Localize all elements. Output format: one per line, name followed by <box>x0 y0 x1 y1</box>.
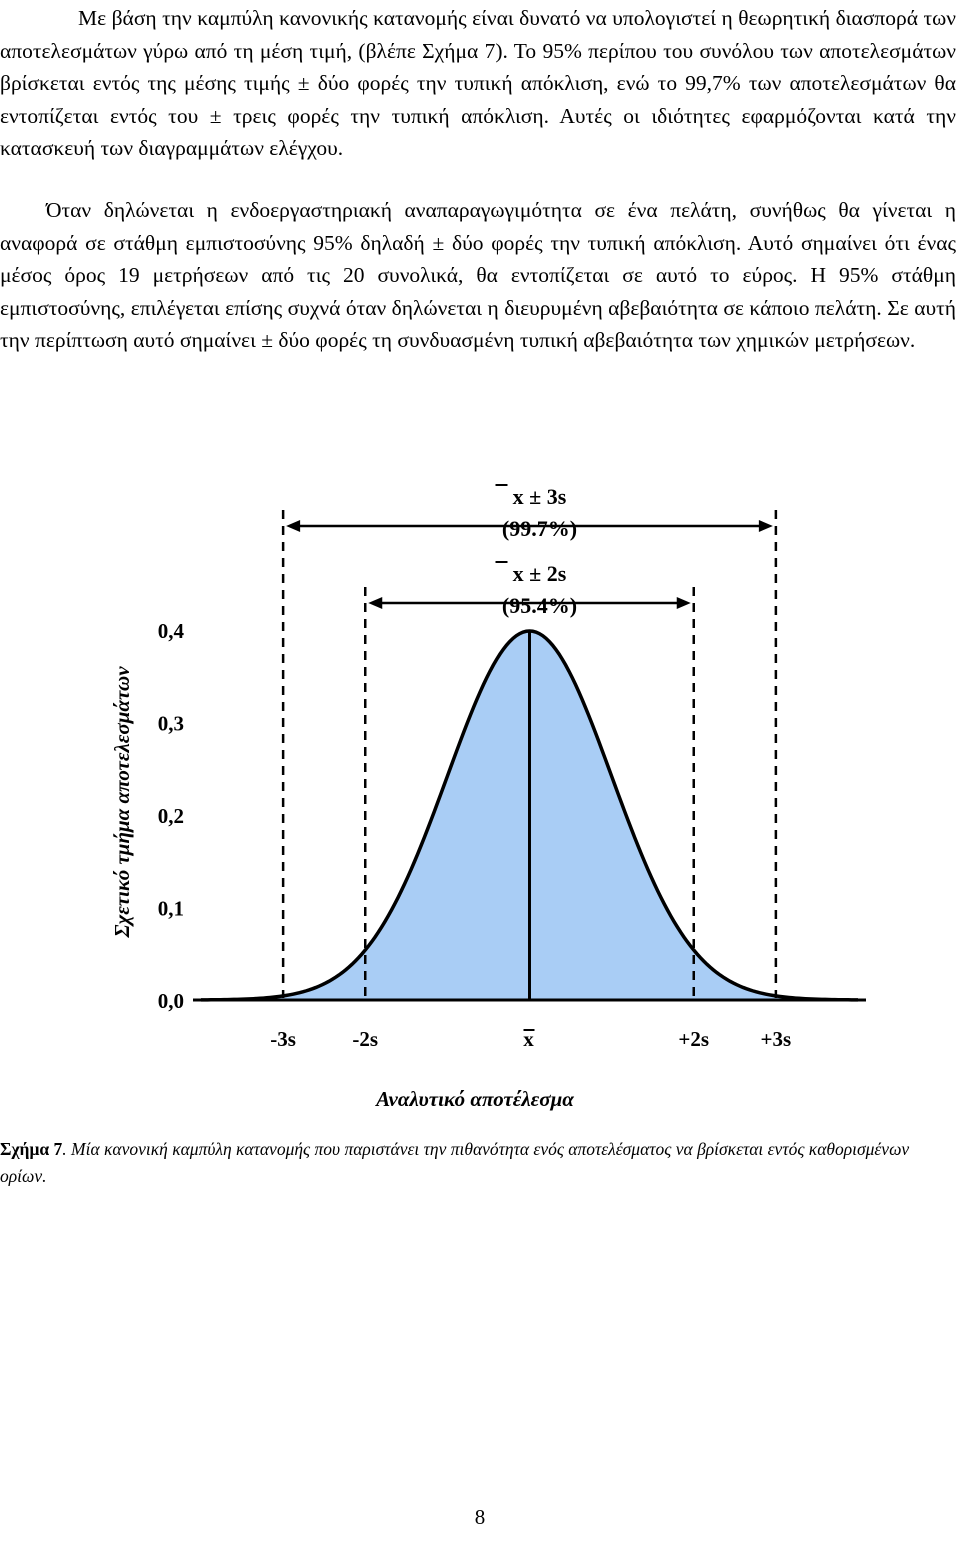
interval-percent: (95.4%) <box>502 593 577 618</box>
normal-distribution-chart: 0,0 0,1 0,2 0,3 0,4 -3s -2s x +2s +3s x ± 3s (99.7… <box>110 484 866 1111</box>
x-tick-label: x <box>523 1027 534 1051</box>
y-tick-label: 0,2 <box>158 804 184 828</box>
caption-text: . Μία κανονική καμπύλη κατανομής που παρ… <box>0 1139 910 1186</box>
x-axis-label: Αναλυτικό αποτέλεσμα <box>374 1087 574 1111</box>
caption-label: Σχήμα 7 <box>0 1139 63 1159</box>
y-axis-label: Σχετικό τμήμα αποτελεσμάτων <box>110 666 134 939</box>
normal-distribution-figure: 0,0 0,1 0,2 0,3 0,4 -3s -2s x +2s +3s x ± 3s (99.7… <box>88 462 878 1130</box>
x-tick-label: -3s <box>270 1027 296 1051</box>
page-number: 8 <box>474 1505 486 1529</box>
interval-percent: (99.7%) <box>502 516 577 541</box>
arrowhead-right <box>758 520 773 532</box>
arrowhead-right <box>676 597 691 609</box>
x-tick-label: -2s <box>352 1027 378 1051</box>
interval-label: x ± 3s <box>513 484 567 509</box>
arrowhead-left <box>368 597 383 609</box>
arrowhead-left <box>286 520 301 532</box>
y-tick-label: 0,3 <box>158 712 184 736</box>
y-tick-label: 0,0 <box>158 989 184 1013</box>
x-tick-label: +2s <box>678 1027 709 1051</box>
figure-caption: Σχήμα 7. Μία κανονική καμπύλη κατανομής … <box>0 1136 956 1190</box>
y-tick-label: 0,4 <box>158 619 185 643</box>
y-tick-label: 0,1 <box>158 897 184 921</box>
x-tick-label: +3s <box>761 1027 792 1051</box>
interval-label: x ± 2s <box>513 561 567 586</box>
paragraph-1: Με βάση την καμπύλη κανονικής κατανομής … <box>0 6 956 161</box>
paragraph-2: Όταν δηλώνεται η ενδοεργαστηριακή αναπαρ… <box>0 198 956 353</box>
